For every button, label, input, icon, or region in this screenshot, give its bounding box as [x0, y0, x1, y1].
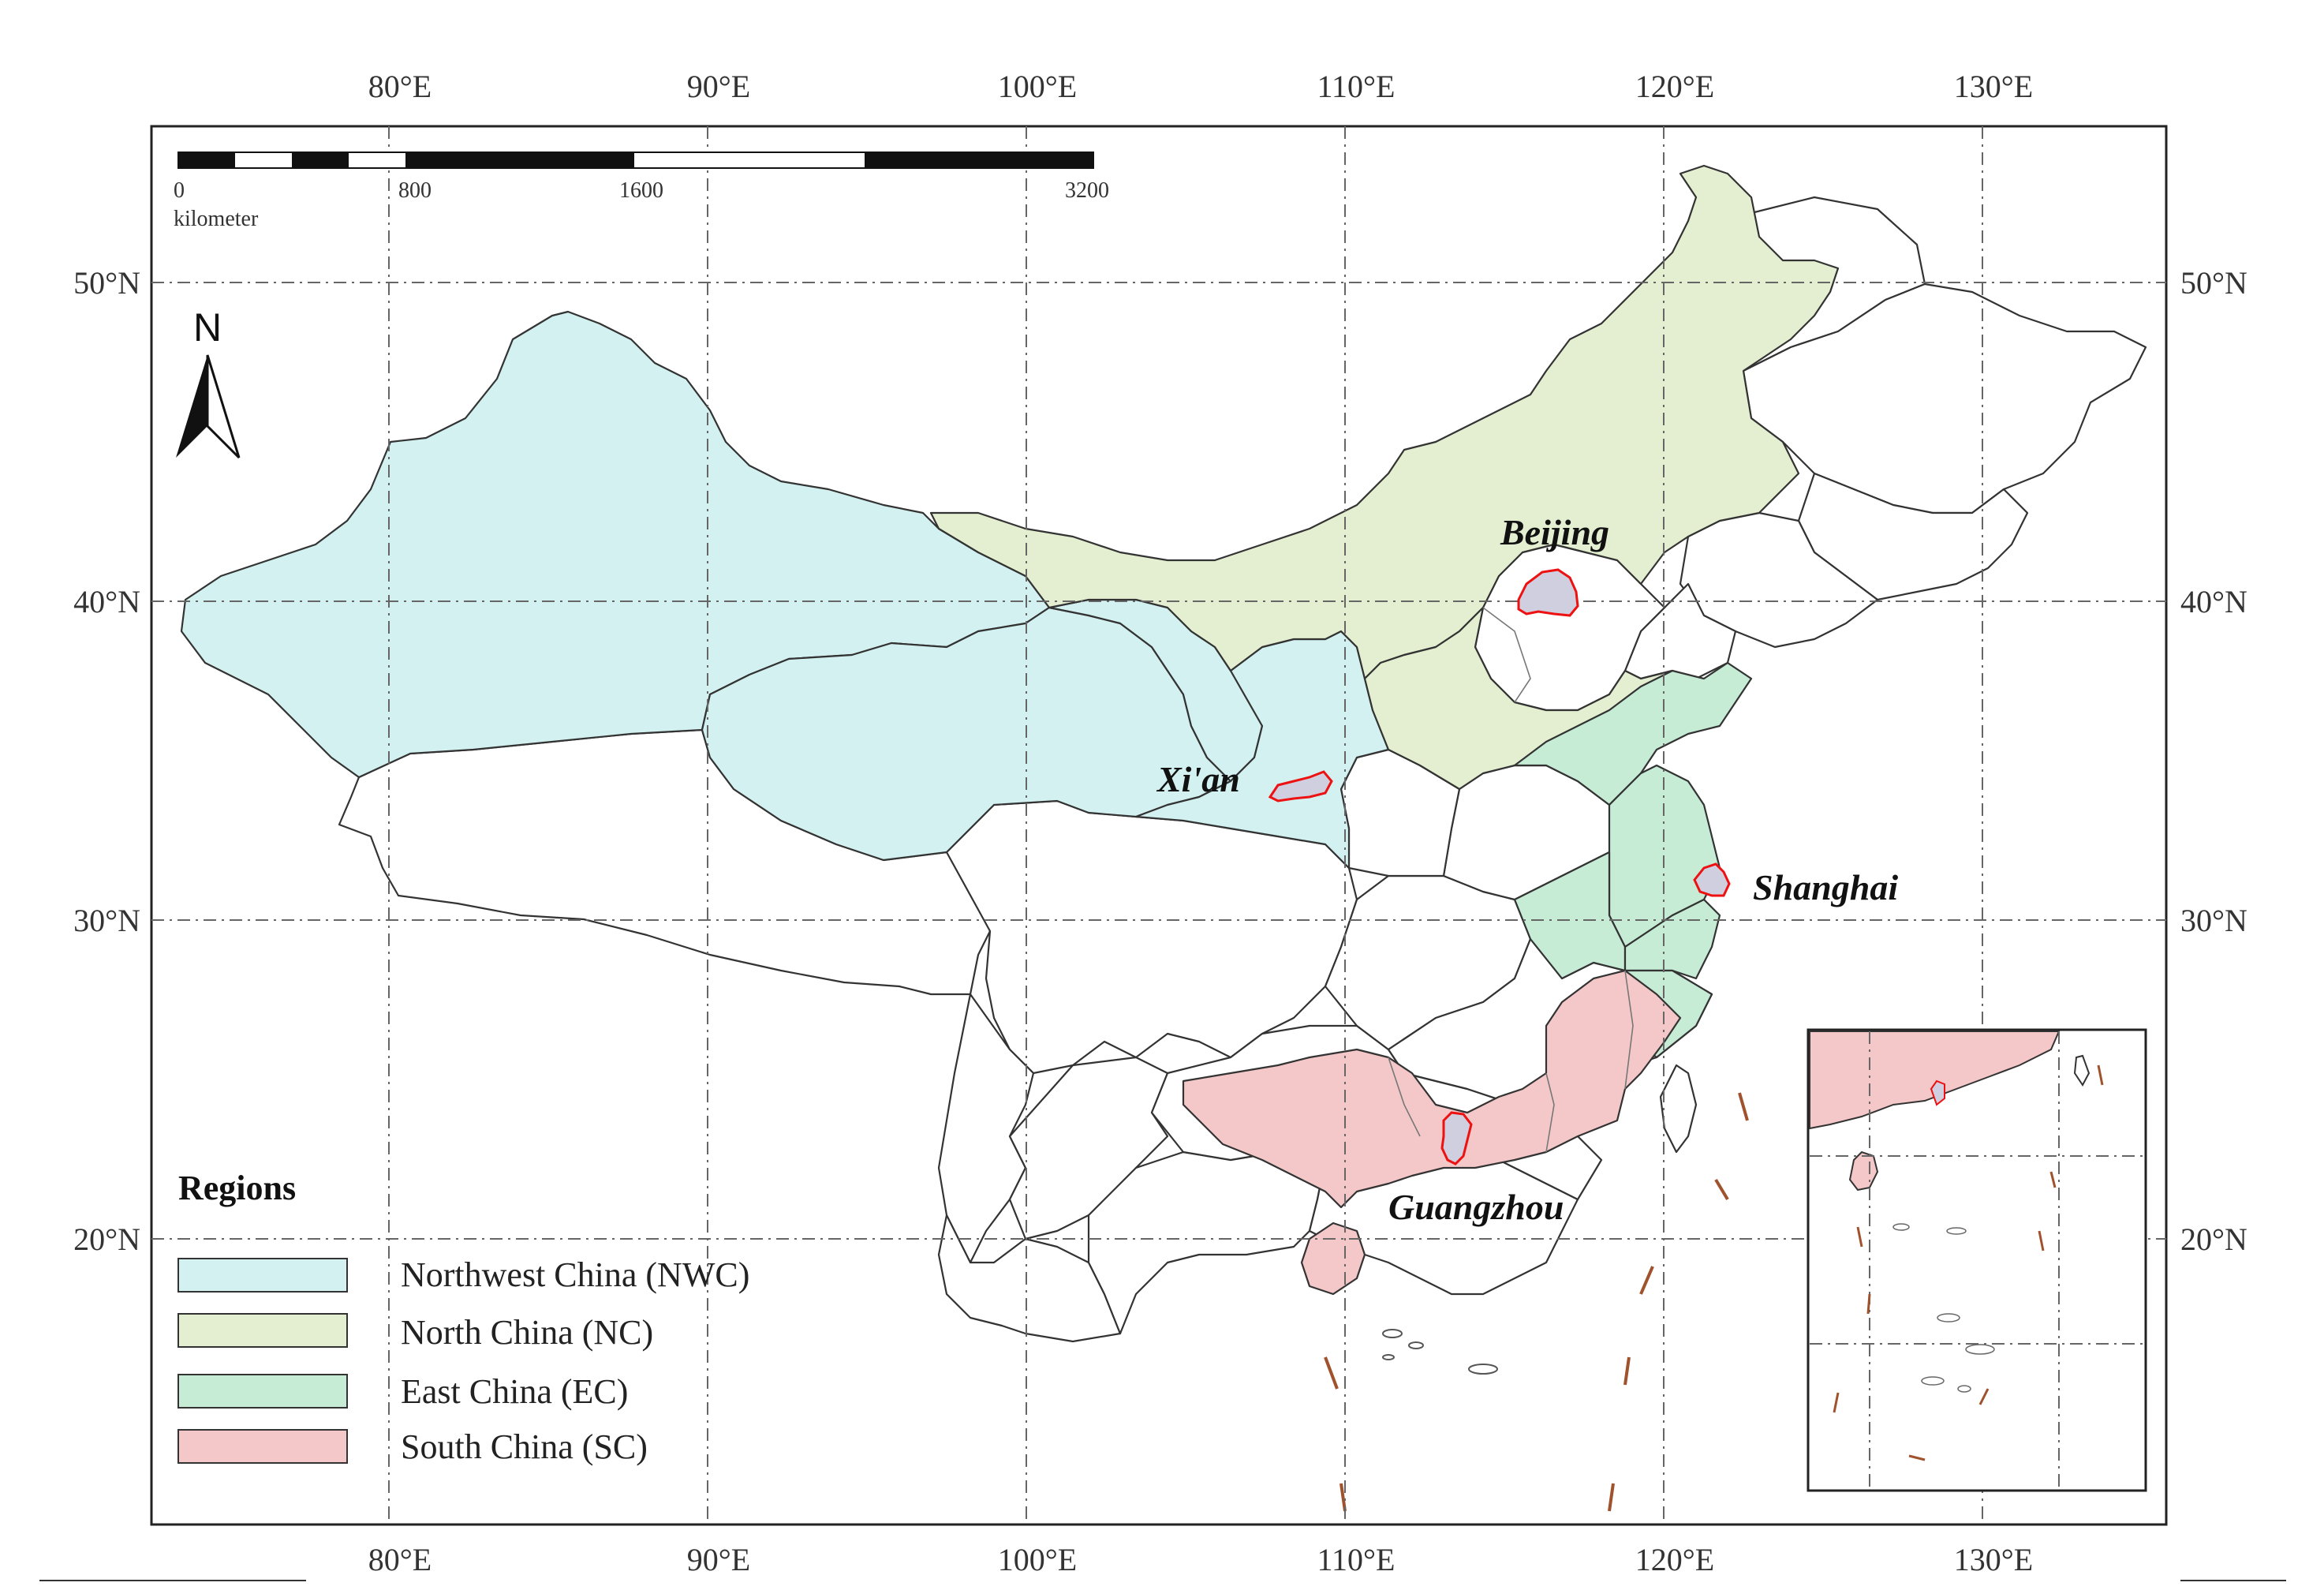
lon-tick-label: 80°E — [368, 1542, 432, 1577]
legend-label-nwc: Northwest China (NWC) — [401, 1255, 749, 1294]
city-label-shanghai: Shanghai — [1753, 867, 1898, 907]
scale-label: 800 — [398, 178, 432, 203]
city-label-guangzhou: Guangzhou — [1388, 1187, 1564, 1227]
lon-tick-label: 100°E — [998, 69, 1077, 104]
lon-tick-label: 130°E — [1954, 1542, 2033, 1577]
lon-tick-label: 110°E — [1317, 69, 1396, 104]
legend-swatch-sc — [177, 1429, 348, 1464]
lon-tick-label: 110°E — [1317, 1542, 1396, 1577]
scale-label: 1600 — [619, 178, 663, 203]
north-label: N — [193, 305, 222, 350]
shanghai-outline — [1693, 862, 1731, 897]
lon-tick-label: 100°E — [998, 1542, 1077, 1577]
lon-tick-label: 120°E — [1635, 69, 1714, 104]
legend-label-nc: North China (NC) — [401, 1313, 653, 1352]
lat-labels-right: 50°N 40°N 30°N 20°N — [2180, 265, 2247, 1257]
region-ec — [1513, 661, 1753, 1059]
taiwan-island — [1659, 1064, 1698, 1154]
scale-label: 3200 — [1065, 178, 1109, 203]
north-arrow-icon: N — [176, 305, 241, 459]
xian-outline — [1268, 770, 1333, 802]
inset-map — [1807, 1028, 2147, 1492]
legend-label-ec: East China (EC) — [401, 1372, 628, 1411]
region-sc — [1182, 969, 1682, 1296]
lat-tick-label: 40°N — [2180, 584, 2247, 619]
lat-tick-label: 30°N — [73, 903, 140, 938]
city-outlines — [1268, 568, 1731, 1165]
legend-swatch-nwc — [177, 1258, 348, 1293]
scale-unit: kilometer — [174, 207, 259, 231]
lon-tick-label: 120°E — [1635, 1542, 1714, 1577]
region-internal-borders — [1388, 607, 1634, 1153]
beijing-outline — [1517, 568, 1579, 617]
legend: Regions Northwest China (NWC) North Chin… — [177, 1169, 749, 1466]
lat-tick-label: 30°N — [2180, 903, 2247, 938]
scale-bar: 0 800 1600 3200 kilometer — [174, 152, 1109, 231]
lon-tick-label: 90°E — [687, 1542, 750, 1577]
guangzhou-outline — [1440, 1111, 1473, 1165]
legend-swatch-nc — [177, 1313, 348, 1348]
lon-labels-top: 80°E 90°E 100°E 110°E 120°E 130°E — [368, 69, 2033, 104]
lon-tick-label: 130°E — [1954, 69, 2033, 104]
lat-tick-label: 50°N — [2180, 265, 2247, 301]
lat-tick-label: 50°N — [73, 265, 140, 301]
region-nwc — [180, 310, 1390, 870]
lat-tick-label: 20°N — [2180, 1221, 2247, 1257]
lon-tick-label: 80°E — [368, 69, 432, 104]
lat-labels-left: 50°N 40°N 30°N 20°N — [73, 265, 140, 1257]
region-nc — [929, 164, 1840, 791]
city-label-xian: Xi'an — [1156, 759, 1240, 799]
scale-label: 0 — [174, 178, 185, 203]
legend-title: Regions — [178, 1169, 296, 1207]
lon-labels-bottom: 80°E 90°E 100°E 110°E 120°E 130°E — [368, 1542, 2033, 1577]
lat-tick-label: 20°N — [73, 1221, 140, 1257]
lon-tick-label: 90°E — [687, 69, 750, 104]
lat-tick-label: 40°N — [73, 584, 140, 619]
city-label-beijing: Beijing — [1500, 512, 1609, 552]
legend-label-sc: South China (SC) — [401, 1427, 648, 1466]
legend-swatch-ec — [177, 1374, 348, 1409]
south-sea-islands — [1382, 1329, 1498, 1375]
